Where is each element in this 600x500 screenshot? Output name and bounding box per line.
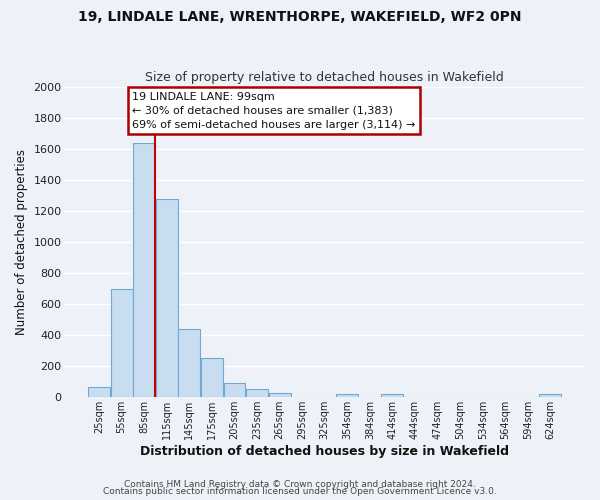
X-axis label: Distribution of detached houses by size in Wakefield: Distribution of detached houses by size …: [140, 444, 509, 458]
Text: 19, LINDALE LANE, WRENTHORPE, WAKEFIELD, WF2 0PN: 19, LINDALE LANE, WRENTHORPE, WAKEFIELD,…: [78, 10, 522, 24]
Y-axis label: Number of detached properties: Number of detached properties: [15, 149, 28, 335]
Text: 19 LINDALE LANE: 99sqm
← 30% of detached houses are smaller (1,383)
69% of semi-: 19 LINDALE LANE: 99sqm ← 30% of detached…: [132, 92, 416, 130]
Bar: [382, 394, 403, 397]
Title: Size of property relative to detached houses in Wakefield: Size of property relative to detached ho…: [145, 72, 504, 85]
Bar: [110, 289, 133, 397]
Bar: [337, 394, 358, 397]
Bar: [88, 386, 110, 397]
Bar: [224, 383, 245, 397]
Bar: [539, 394, 562, 397]
Bar: [156, 198, 178, 397]
Bar: [133, 143, 155, 397]
Text: Contains public sector information licensed under the Open Government Licence v3: Contains public sector information licen…: [103, 487, 497, 496]
Bar: [178, 330, 200, 397]
Text: Contains HM Land Registry data © Crown copyright and database right 2024.: Contains HM Land Registry data © Crown c…: [124, 480, 476, 489]
Bar: [269, 393, 290, 397]
Bar: [246, 389, 268, 397]
Bar: [201, 358, 223, 397]
